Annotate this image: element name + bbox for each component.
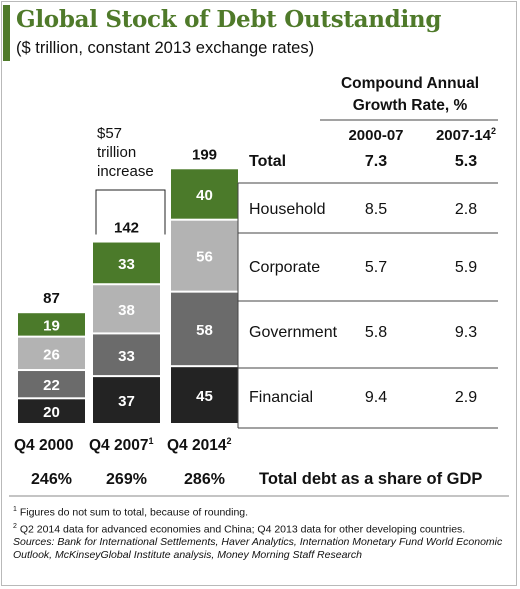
data-label-financial-1: 20 [43, 404, 60, 421]
bar-government-1 [18, 371, 85, 398]
table-value-2000-07-financial: 9.4 [365, 389, 387, 406]
increase-bracket [95, 189, 166, 235]
bar-household-3 [171, 169, 238, 219]
data-label-household-1: 19 [43, 317, 60, 334]
data-label-financial-2: 37 [118, 393, 135, 410]
table-value-2007-14-government: 9.3 [455, 324, 477, 341]
bar-corporate-2 [93, 285, 160, 333]
footnote-2: 2 Q2 2014 data for advanced economies an… [13, 522, 466, 536]
table-row-label-household: Household [249, 201, 326, 218]
table-value-2007-14-household: 2.8 [455, 201, 477, 218]
bar-financial-2 [93, 377, 160, 423]
total-label-3: 199 [192, 146, 217, 163]
category-superscript-3: 2 [226, 436, 231, 446]
table-value-2000-07-government: 5.8 [365, 324, 387, 341]
bar-government-2 [93, 334, 160, 376]
data-label-household-3: 40 [196, 187, 213, 204]
table-header-line-2: Growth Rate, % [353, 97, 468, 114]
table-value-2000-07-corporate: 5.7 [365, 259, 387, 276]
bar-corporate-1 [18, 337, 85, 370]
category-label-1: Q4 2000 [14, 437, 73, 454]
table-row-label-financial: Financial [249, 389, 313, 406]
gdp-share-3: 286% [184, 471, 225, 488]
footnote-1: 1 Figures do not sum to total, because o… [13, 506, 249, 519]
increase-annotation-line-2: trillion [97, 144, 136, 161]
data-label-corporate-3: 56 [196, 249, 213, 266]
gdp-share-1: 246% [31, 471, 72, 488]
title-accent-bar [3, 5, 10, 61]
data-label-financial-3: 45 [196, 388, 213, 405]
gdp-share-caption: Total debt as a share of GDP [259, 470, 482, 488]
column-header-2000-07: 2000-07 [348, 127, 403, 144]
bar-government-3 [171, 292, 238, 366]
bar-financial-1 [18, 399, 85, 423]
bar-household-2 [93, 242, 160, 284]
table-header-line-1: Compound Annual [341, 75, 479, 92]
table-row-label-total: Total [249, 153, 286, 170]
footnotes: 1 Figures do not sum to total, because o… [13, 503, 505, 562]
chart-title: Global Stock of Debt Outstanding [16, 6, 442, 33]
gdp-share-2: 269% [106, 471, 147, 488]
table-value-2007-14-corporate: 5.9 [455, 259, 477, 276]
category-label-2: Q4 20071 [89, 436, 153, 454]
total-label-2: 142 [114, 220, 139, 237]
data-label-government-2: 33 [118, 348, 135, 365]
table-value-2007-14-financial: 2.9 [455, 389, 477, 406]
table-value-2007-14-total: 5.3 [455, 153, 477, 170]
table-row-label-corporate: Corporate [249, 259, 320, 276]
table-value-2000-07-household: 8.5 [365, 201, 387, 218]
category-label-3: Q4 20142 [167, 436, 231, 454]
table-value-2000-07-total: 7.3 [365, 153, 387, 170]
category-superscript-2: 1 [148, 436, 153, 446]
sources-note: Sources: Bank for International Settleme… [13, 536, 503, 561]
bar-corporate-3 [171, 220, 238, 291]
bar-financial-3 [171, 367, 238, 423]
column-header-superscript: 2 [491, 126, 496, 136]
data-label-corporate-1: 26 [43, 346, 60, 363]
bar-household-1 [18, 313, 85, 336]
chart-subtitle: ($ trillion, constant 2013 exchange rate… [16, 39, 315, 57]
table-row-label-government: Government [249, 324, 338, 341]
data-label-corporate-2: 38 [118, 302, 135, 319]
total-label-1: 87 [43, 290, 60, 307]
data-label-government-1: 22 [43, 377, 60, 394]
increase-annotation-line-3: increase [97, 163, 154, 180]
increase-annotation-line-1: $57 [97, 125, 122, 142]
data-label-government-3: 58 [196, 322, 213, 339]
column-header-2007-14: 2007-142 [436, 126, 496, 144]
data-label-household-2: 33 [118, 256, 135, 273]
